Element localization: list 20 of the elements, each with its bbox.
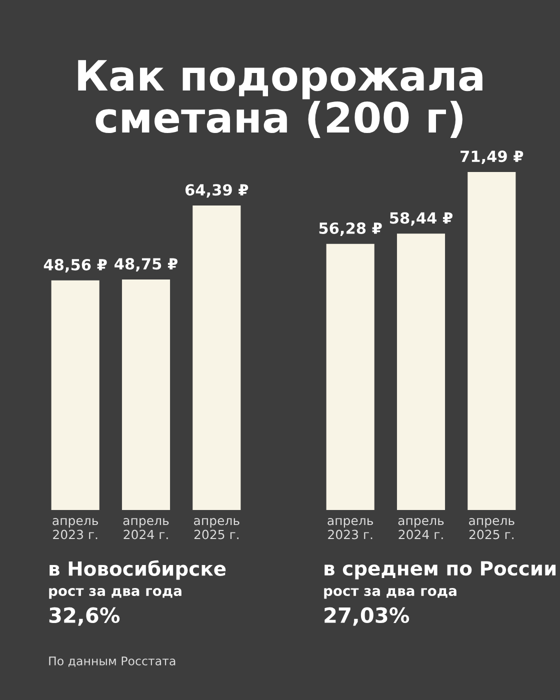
- text: 27,03%: [324, 607, 410, 626]
- text: рост за два года: [49, 588, 182, 599]
- x-tick-label: апрель 2024 г.: [398, 518, 444, 540]
- text: По данным Росстата: [49, 656, 176, 667]
- text: в Новосибирске: [50, 560, 226, 580]
- x-tick-label: апрель 2025 г.: [469, 518, 514, 540]
- data-label: 48,75 ₽: [114, 258, 178, 272]
- x-tick-label: апрель 2023 г.: [328, 518, 373, 540]
- x-tick-label: апрель 2025 г.: [194, 518, 240, 540]
- data-label: 58,44 ₽: [390, 212, 453, 226]
- text: Как подорожала сметана (200 г): [78, 60, 482, 138]
- x-tick-label: апрель 2024 г.: [123, 518, 169, 540]
- x-tick-label: апрель 2023 г.: [52, 518, 98, 540]
- text: рост за два года: [324, 588, 456, 599]
- text: 32,6%: [49, 607, 120, 626]
- data-label: 48,56 ₽: [44, 258, 107, 272]
- text: в среднем по России: [324, 561, 556, 580]
- data-label: 64,39 ₽: [185, 184, 248, 198]
- data-label: 56,28 ₽: [319, 222, 382, 236]
- data-label: 71,49 ₽: [460, 150, 524, 164]
